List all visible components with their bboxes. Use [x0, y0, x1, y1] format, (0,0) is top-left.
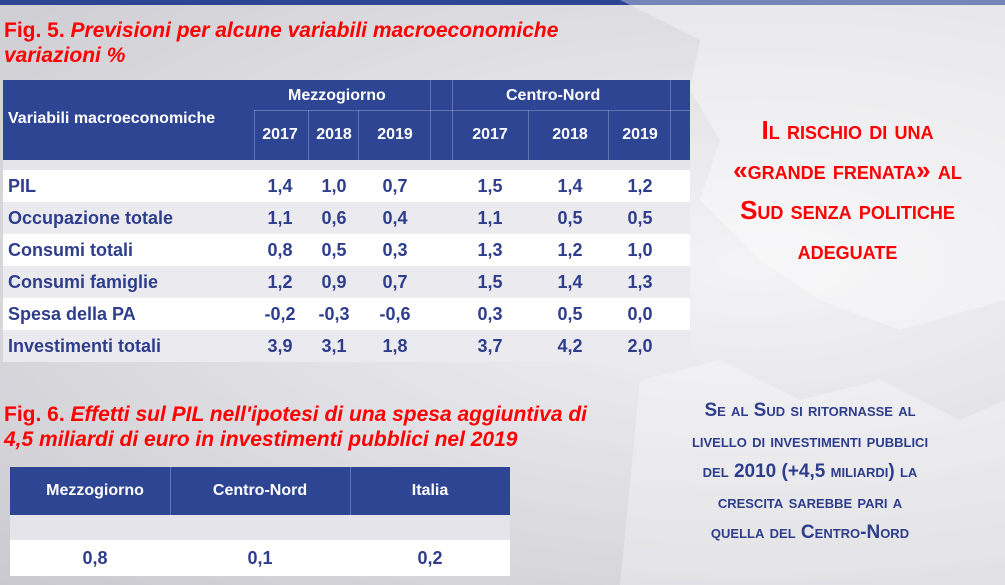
- value-cell: 0,6: [321, 208, 347, 228]
- value-cell: 0,3: [477, 304, 503, 324]
- row-label: PIL: [8, 176, 37, 196]
- table-row: Spesa della PA -0,2 -0,3 -0,6 0,3 0,5 0,0: [3, 298, 690, 330]
- value-cell: 1,8: [382, 336, 408, 356]
- value-cell: 1,0: [627, 240, 653, 260]
- value-cell: 0,2: [417, 548, 443, 568]
- header-centro-nord: Centro-Nord: [506, 87, 601, 104]
- value-cell: -0,6: [379, 304, 411, 324]
- value-cell: -0,3: [318, 304, 350, 324]
- year-header: 2019: [622, 126, 658, 143]
- header-mezzogiorno: Mezzogiorno: [46, 482, 144, 499]
- value-cell: 0,3: [382, 240, 408, 260]
- value-cell: 0,5: [627, 208, 653, 228]
- fig5-table: Variabili macroeconomiche Mezzogiorno Ce…: [3, 80, 690, 362]
- callout-red: Il rischio di una «grande frenata» al Sud …: [690, 110, 1005, 270]
- table-row: Consumi famiglie 1,2 0,9 0,7 1,5 1,4 1,3: [3, 266, 690, 298]
- value-cell: 0,8: [82, 548, 108, 568]
- value-cell: 1,2: [267, 272, 293, 292]
- value-cell: 1,5: [477, 176, 503, 196]
- value-cell: 1,2: [557, 240, 583, 260]
- header-centro-nord: Centro-Nord: [212, 482, 308, 499]
- callout-line: Sud senza politiche: [740, 195, 955, 225]
- table-header: Variabili macroeconomiche Mezzogiorno Ce…: [3, 80, 690, 160]
- callout-line: «grande frenata» al: [733, 155, 962, 185]
- table-row: Consumi totali 0,8 0,5 0,3 1,3 1,2 1,0: [3, 234, 690, 266]
- value-cell: 1,2: [627, 176, 653, 196]
- value-cell: 3,1: [321, 336, 347, 356]
- value-cell: 0,4: [382, 208, 408, 228]
- value-cell: 0,5: [557, 208, 583, 228]
- value-cell: 1,4: [267, 176, 293, 196]
- value-cell: 1,1: [267, 208, 293, 228]
- value-cell: 0,7: [382, 176, 408, 196]
- header-italia: Italia: [411, 482, 449, 499]
- value-cell: 1,4: [557, 176, 583, 196]
- callout-line: del 2010 (+4,5 miliardi) la: [702, 461, 918, 482]
- header-variable: Variabili macroeconomiche: [8, 110, 216, 127]
- row-label: Investimenti totali: [8, 336, 162, 356]
- table-row: PIL 1,4 1,0 0,7 1,5 1,4 1,2: [3, 170, 690, 202]
- table-row: Occupazione totale 1,1 0,6 0,4 1,1 0,5 0,5: [3, 202, 690, 234]
- value-cell: 4,2: [557, 336, 583, 356]
- value-cell: 0,8: [267, 240, 293, 260]
- callout-line: livello di investimenti pubblici: [691, 430, 929, 452]
- value-cell: -0,2: [264, 304, 296, 324]
- callout-line: crescita sarebbe pari a: [717, 491, 903, 513]
- value-cell: 1,0: [321, 176, 347, 196]
- year-header: 2019: [377, 126, 413, 143]
- fig6-title: Fig. 6. Effetti sul PIL nell'ipotesi di …: [4, 403, 588, 451]
- value-cell: 1,3: [477, 240, 503, 260]
- table-row: 0,8 0,1 0,2: [10, 540, 510, 576]
- value-cell: 0,1: [247, 548, 273, 568]
- value-cell: 1,5: [477, 272, 503, 292]
- value-cell: 1,1: [477, 208, 503, 228]
- table-header: Mezzogiorno Centro-Nord Italia: [10, 467, 510, 515]
- row-label: Consumi famiglie: [8, 272, 159, 292]
- value-cell: 0,7: [382, 272, 408, 292]
- year-header: 2017: [472, 126, 508, 143]
- value-cell: 0,9: [321, 272, 347, 292]
- year-header: 2018: [552, 126, 588, 143]
- year-header: 2018: [316, 126, 352, 143]
- callout-line: adeguate: [797, 235, 898, 265]
- value-cell: 1,3: [627, 272, 653, 292]
- value-cell: 0,0: [627, 304, 653, 324]
- row-label: Spesa della PA: [8, 304, 136, 324]
- row-label: Consumi totali: [8, 240, 133, 260]
- callout-line: quella del Centro-Nord: [710, 522, 910, 543]
- value-cell: 0,5: [557, 304, 583, 324]
- callout-line: Il rischio di una: [761, 115, 934, 145]
- value-cell: 3,9: [267, 336, 293, 356]
- top-bar: [0, 0, 1005, 5]
- value-cell: 3,7: [477, 336, 503, 356]
- callout-blue: Se al Sud si ritornasse al livello di inv…: [630, 396, 990, 549]
- fig5-title: Fig. 5. Previsioni per alcune variabili …: [4, 19, 559, 67]
- value-cell: 2,0: [627, 336, 653, 356]
- year-header: 2017: [262, 126, 298, 143]
- table-row: Investimenti totali 3,9 3,1 1,8 3,7 4,2 2,0: [3, 330, 690, 362]
- row-label: Occupazione totale: [8, 208, 174, 228]
- fig6-table: Mezzogiorno Centro-Nord Italia 0,8 0,1 0…: [10, 467, 510, 576]
- value-cell: 1,4: [557, 272, 583, 292]
- header-mezzogiorno: Mezzogiorno: [288, 87, 386, 104]
- value-cell: 0,5: [321, 240, 347, 260]
- callout-line: Se al Sud si ritornasse al: [704, 400, 916, 421]
